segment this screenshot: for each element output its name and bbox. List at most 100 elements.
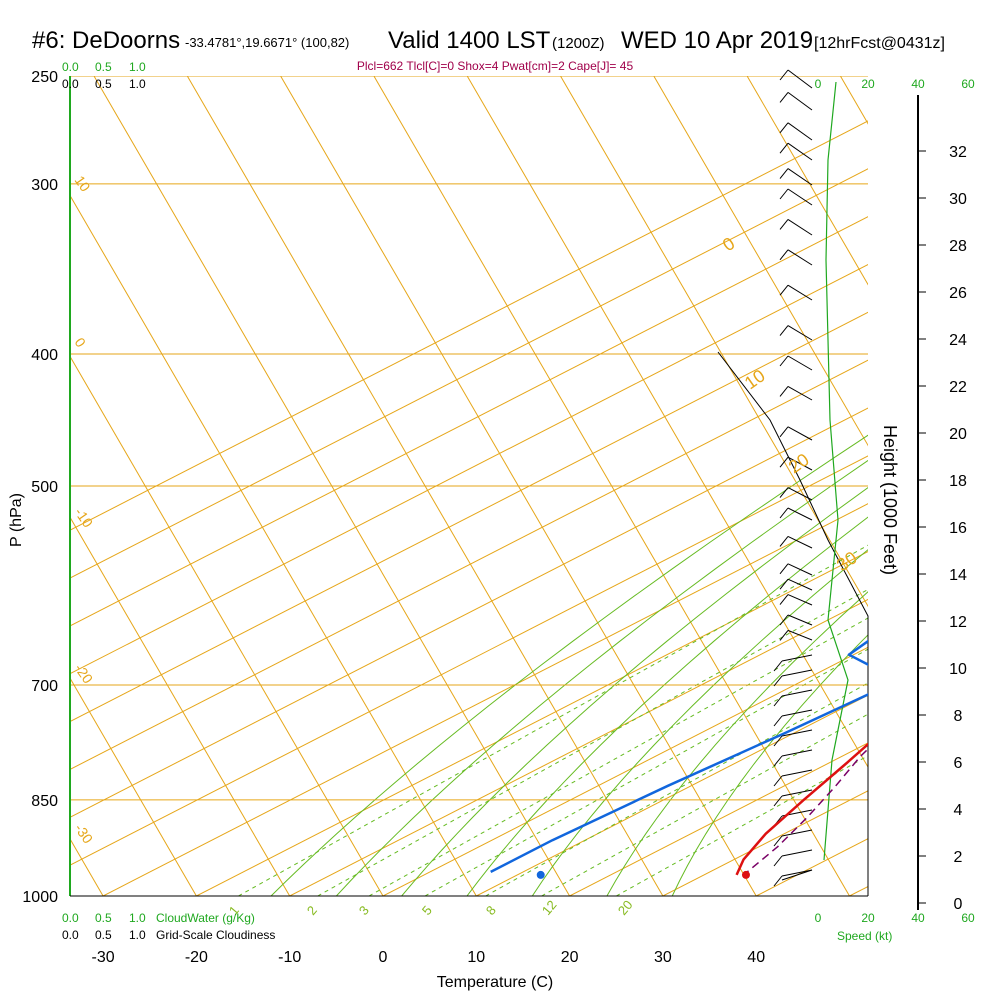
wind-barb-flag xyxy=(779,578,789,590)
wind-barb xyxy=(787,168,813,186)
height-tick-label: 24 xyxy=(949,332,967,349)
mixing-ratio-line xyxy=(541,713,868,896)
moist-adiabat-line xyxy=(531,549,868,896)
wind-barb-flag xyxy=(773,735,783,747)
isotherm-label: 10 xyxy=(72,173,94,195)
pressure-tick-label: 1000 xyxy=(22,889,58,906)
wind-barb xyxy=(787,614,813,626)
isotherm-line xyxy=(102,503,868,896)
valid-date: WED 10 Apr 2019 xyxy=(621,27,813,54)
wind-barb-flag xyxy=(779,249,789,261)
wind-barb xyxy=(787,91,813,111)
wind-barb xyxy=(787,535,813,549)
height-tick-label: 14 xyxy=(949,567,967,584)
wind-barb xyxy=(787,507,813,521)
station-title: #6: DeDoorns xyxy=(32,27,180,54)
height-tick-label: 26 xyxy=(949,285,967,302)
isotherm-line xyxy=(196,551,868,896)
wind-barb xyxy=(787,563,813,576)
height-tick-label: 4 xyxy=(954,802,963,819)
wind-barb xyxy=(787,122,813,141)
mixing-ratio-label: 8 xyxy=(483,903,499,918)
mixing-ratio-label: 12 xyxy=(539,897,560,918)
profile-dewpoint xyxy=(490,639,868,874)
isotherm-line xyxy=(849,885,868,896)
pressure-tick-label: 300 xyxy=(31,177,58,194)
dry-adiabat-line xyxy=(0,76,10,896)
dry-adiabat-line xyxy=(70,516,291,896)
isotherm-label-right: 20 xyxy=(785,449,813,477)
temp-tick-label: 0 xyxy=(379,949,388,966)
wind-barb-flag xyxy=(773,855,783,867)
temp-tick-label: -10 xyxy=(278,949,301,966)
mixing-ratio-label: 20 xyxy=(615,897,636,918)
wind-barb-flag xyxy=(773,795,783,807)
mixing-ratio-label: 3 xyxy=(356,903,372,918)
height-tick-label: 28 xyxy=(949,238,967,255)
wind-barb xyxy=(781,869,813,881)
wind-barb xyxy=(787,578,813,591)
wind-barb xyxy=(787,629,813,641)
wind-barb-flag xyxy=(779,188,789,200)
moist-adiabat-line xyxy=(606,591,868,896)
wind-barb-flag xyxy=(779,142,789,154)
indices-line: Plcl=662 Tlcl[C]=0 Shox=4 Pwat[cm]=2 Cap… xyxy=(357,59,634,73)
wind-barb xyxy=(787,325,813,341)
temp-tick-label: -20 xyxy=(185,949,208,966)
wind-barb-flag xyxy=(779,325,789,336)
height-tick-label: 20 xyxy=(949,426,967,443)
wind-barb-flag xyxy=(779,594,789,605)
isotherm-label: -20 xyxy=(72,661,97,687)
height-tick-label: 22 xyxy=(949,379,967,396)
isotherm-line xyxy=(569,742,868,896)
moist-adiabat-line xyxy=(335,459,868,896)
wind-barb-flag xyxy=(779,168,789,179)
valid-time: Valid 1400 LST xyxy=(388,27,551,54)
height-tick-label: 18 xyxy=(949,473,967,490)
wind-barb-flag xyxy=(779,614,789,626)
wind-barb-flag xyxy=(773,835,783,847)
wind-barb-flag xyxy=(773,695,783,707)
wind-barb xyxy=(787,355,813,371)
pressure-tick-label: 250 xyxy=(31,69,58,86)
height-tick-label: 0 xyxy=(954,896,963,913)
wind-barb xyxy=(781,769,813,777)
isotherm-label-right: 10 xyxy=(741,365,769,393)
wind-barb-flag xyxy=(779,92,789,103)
wind-barb xyxy=(787,249,813,266)
isotherm-line xyxy=(476,694,868,896)
wind-barb-flag xyxy=(773,755,783,767)
mixing-ratio-line xyxy=(317,588,868,896)
isotherm-line xyxy=(382,646,868,896)
wind-barb-flag xyxy=(779,487,789,498)
wind-barb-flag xyxy=(779,426,789,438)
wind-barb-flag xyxy=(773,715,783,727)
isotherm-label: -30 xyxy=(72,821,97,847)
wind-barb-flag xyxy=(779,386,789,397)
pressure-tick-label: 850 xyxy=(31,793,58,810)
pressure-tick-label: 400 xyxy=(31,347,58,364)
mixing-ratio-line xyxy=(368,617,868,896)
wind-barb xyxy=(781,789,813,797)
wind-barb xyxy=(787,385,813,401)
wind-barb xyxy=(781,654,813,662)
wind-barb-flag xyxy=(779,219,789,230)
mixing-ratio-line xyxy=(238,544,868,896)
dry-adiabat-line xyxy=(653,76,868,447)
profile-temperature xyxy=(735,742,868,876)
temp-tick-label: 40 xyxy=(747,949,765,966)
wind-barb-flag xyxy=(779,69,789,81)
surface-temperature-dot xyxy=(741,870,750,879)
moist-adiabat-line xyxy=(401,487,868,896)
isotherm-line xyxy=(289,598,868,896)
speed-profile-line xyxy=(823,81,849,861)
wind-barb-flag xyxy=(773,660,783,672)
mixing-ratio-label: 5 xyxy=(419,903,435,918)
wind-barb xyxy=(787,426,813,441)
moist-adiabat-line xyxy=(270,434,868,896)
wind-barb xyxy=(781,829,813,837)
forecast-label: [12hrFcst@0431z] xyxy=(814,35,945,52)
mixing-ratio-label: 1 xyxy=(226,903,242,918)
pressure-tick-label: 700 xyxy=(31,678,58,695)
